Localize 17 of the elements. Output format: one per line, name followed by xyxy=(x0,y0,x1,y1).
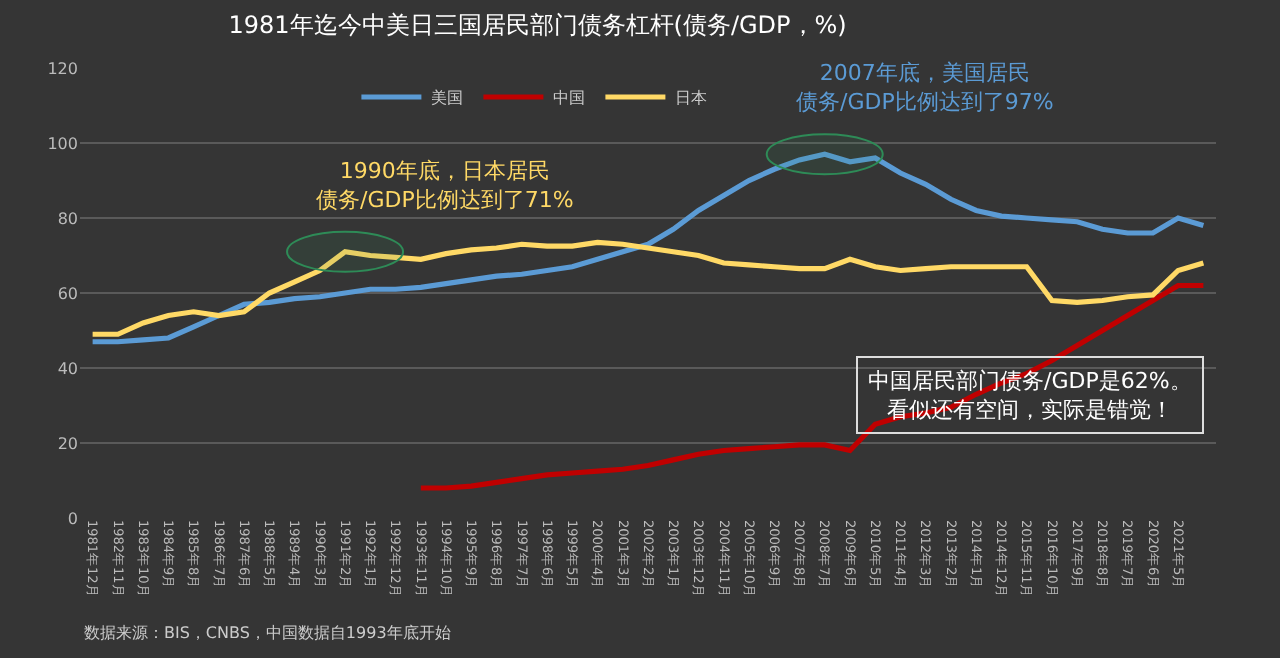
y-tick-label: 100 xyxy=(47,134,78,153)
legend-label: 中国 xyxy=(553,89,586,108)
y-tick-label: 20 xyxy=(57,434,78,453)
source-note: 数据来源：BIS，CNBS，中国数据自1993年底开始 xyxy=(84,624,451,642)
y-tick-label: 60 xyxy=(57,284,78,303)
y-tick-label: 40 xyxy=(57,359,78,378)
line-series xyxy=(90,239,1206,337)
legend-label: 美国 xyxy=(431,89,464,108)
line-series xyxy=(418,282,1206,491)
y-tick-label: 120 xyxy=(47,59,78,78)
line-series xyxy=(90,151,1206,345)
legend-label: 日本 xyxy=(675,89,708,108)
annotation: 1990年底，日本居民债务/GDP比例达到了71% xyxy=(316,158,574,213)
y-tick-label: 0 xyxy=(67,509,78,528)
chart-title: 1981年迄今中美日三国居民部门债务杠杆(债务/GDP，%) xyxy=(228,11,847,40)
y-tick-label: 80 xyxy=(57,209,78,228)
annotation: 2007年底，美国居民债务/GDP比例达到了97% xyxy=(796,60,1054,115)
